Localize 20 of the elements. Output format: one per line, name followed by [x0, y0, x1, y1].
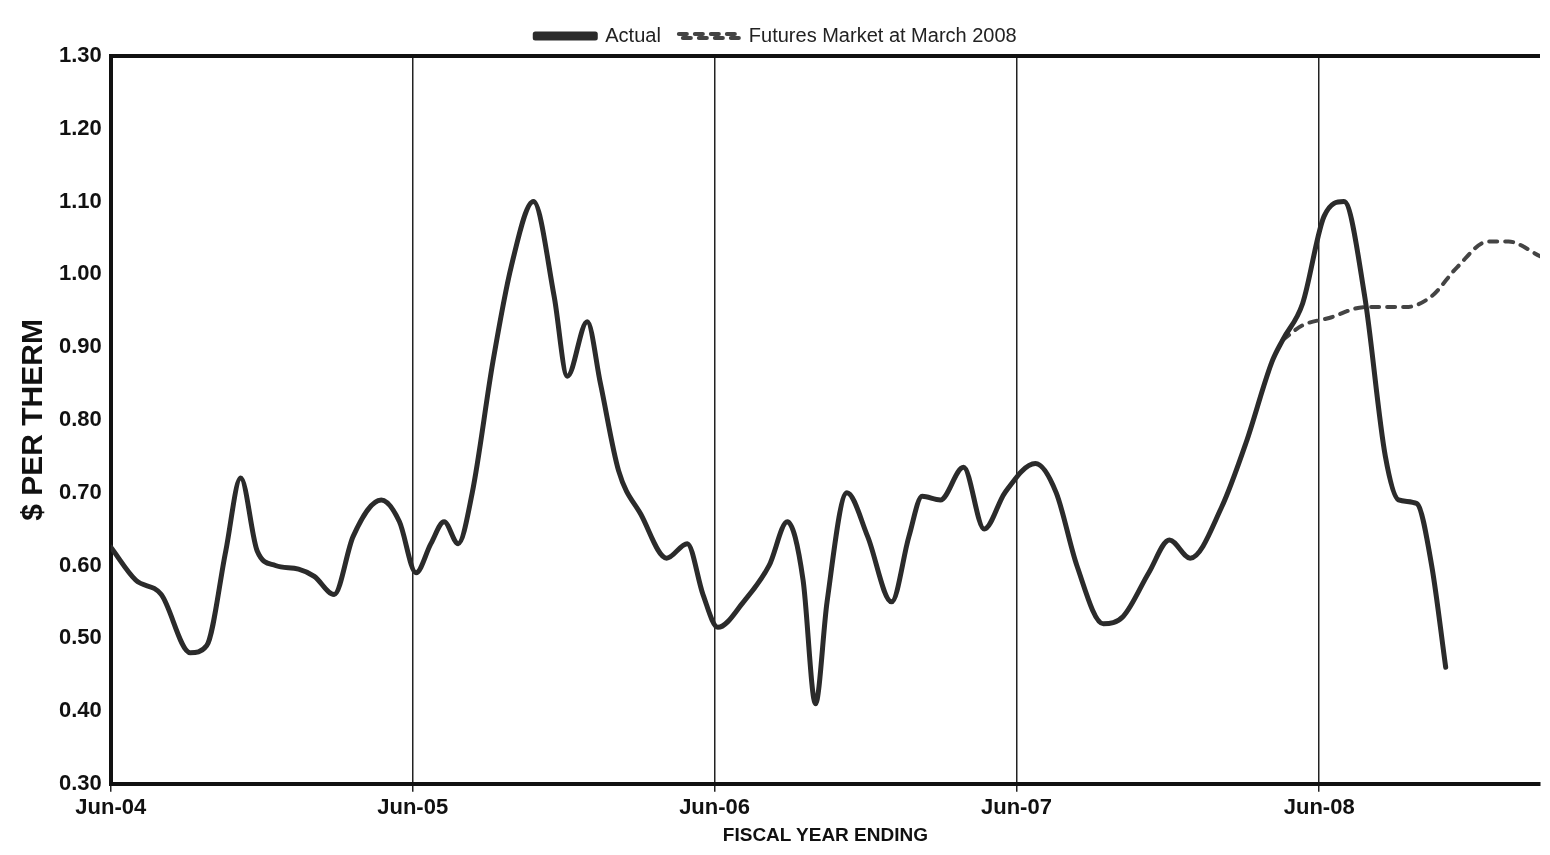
- y-tick-label: 0.60: [58, 551, 102, 577]
- legend-label: Actual: [605, 23, 661, 46]
- y-tick-label: 0.50: [58, 624, 102, 650]
- y-tick-label: 0.30: [58, 769, 102, 795]
- y-tick-label: 1.10: [58, 187, 102, 213]
- y-tick-label: 1.20: [58, 114, 102, 140]
- y-tick-label: 0.90: [58, 333, 102, 359]
- x-tick-label: Jun-08: [1283, 794, 1355, 820]
- x-tick-label: Jun-05: [377, 794, 449, 820]
- y-tick-label: 1.00: [58, 260, 102, 286]
- x-tick-label: Jun-04: [75, 794, 148, 820]
- y-tick-label: 0.80: [58, 405, 102, 431]
- y-tick-label: 0.70: [58, 478, 102, 504]
- x-axis-title: FISCAL YEAR ENDING: [722, 823, 928, 845]
- x-tick-label: Jun-06: [679, 794, 751, 820]
- x-tick-label: Jun-07: [981, 794, 1052, 820]
- legend-label: Futures Market at March 2008: [748, 23, 1017, 46]
- y-axis-title: $ PER THERM: [15, 319, 49, 521]
- y-tick-label: 1.30: [58, 42, 102, 68]
- y-tick-label: 0.40: [58, 697, 102, 723]
